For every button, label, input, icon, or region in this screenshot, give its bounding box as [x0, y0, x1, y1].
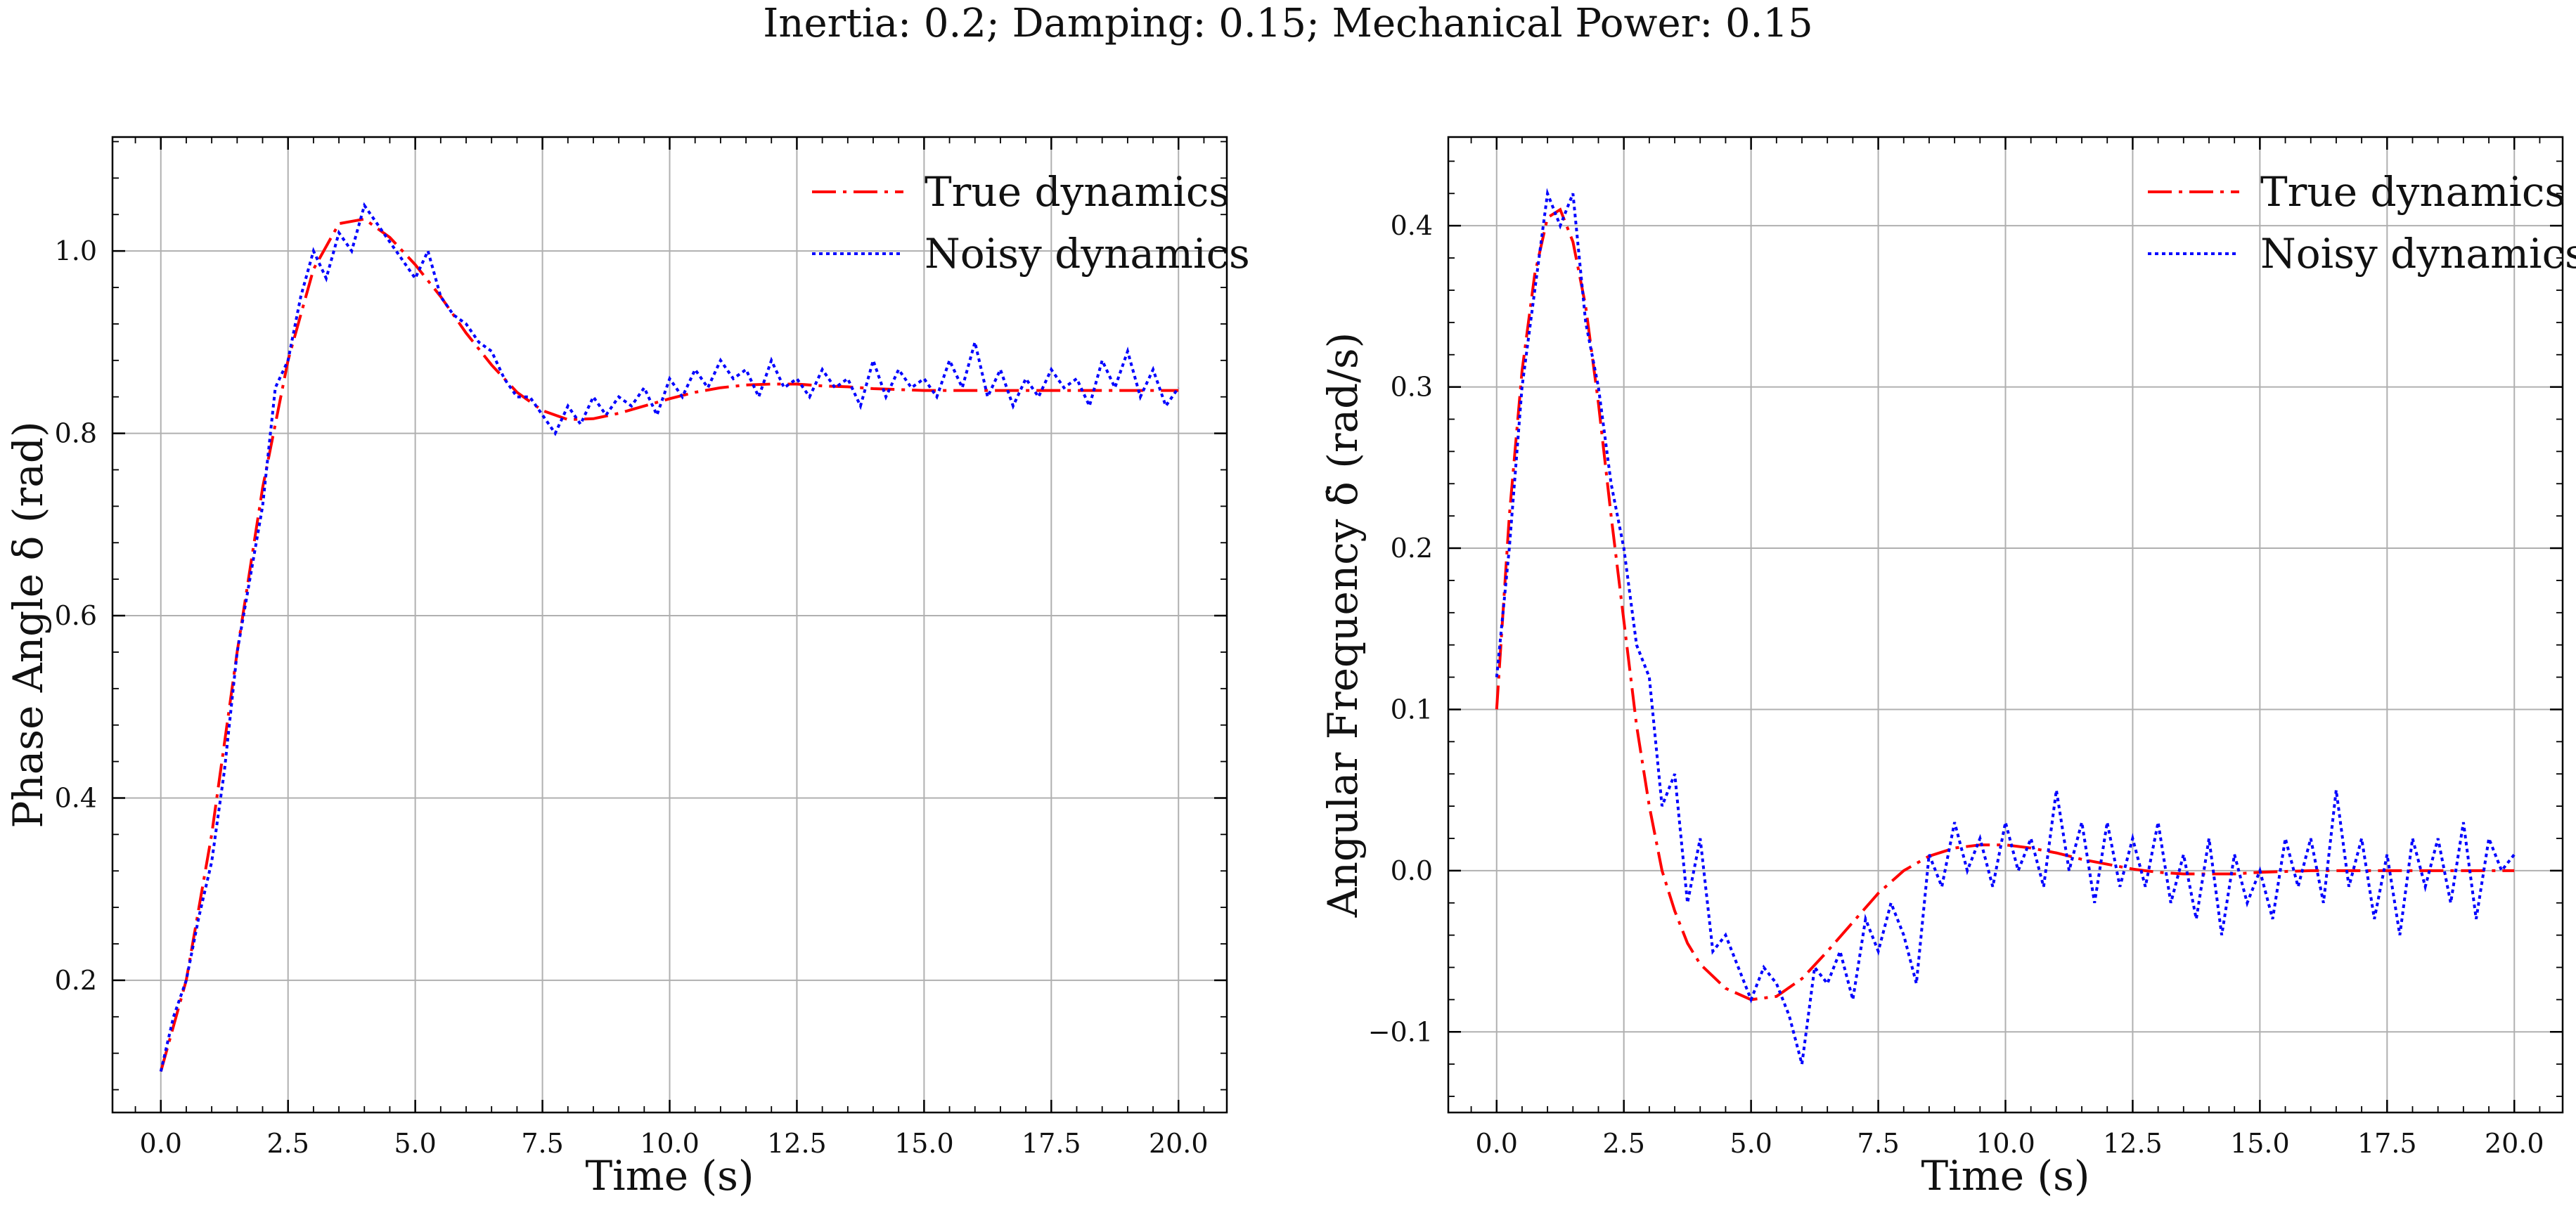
- phase-angle-x-tick-label: 0.0: [140, 1128, 182, 1159]
- angular-frequency-x-tick-label: 12.5: [2103, 1128, 2163, 1159]
- angular-frequency-x-tick-label: 2.5: [1602, 1128, 1644, 1159]
- phase-angle-series: [159, 202, 1180, 1072]
- angular-frequency-x-tick-label: 7.5: [1857, 1128, 1899, 1159]
- phase-angle-x-tick-label: 17.5: [1022, 1128, 1081, 1159]
- angular-frequency-y-axis-label: Angular Frequency δ̇ (rad/s): [1319, 332, 1367, 919]
- angular-frequency-y-tick-label: −0.1: [1368, 1016, 1433, 1047]
- angular-frequency-y-tick-label: 0.0: [1391, 855, 1433, 886]
- phase-angle-legend-label: Noisy dynamics: [925, 230, 1250, 278]
- angular-frequency-legend-label: True dynamics: [2260, 168, 2565, 216]
- phase-angle-x-tick-label: 10.0: [640, 1128, 700, 1159]
- phase-angle-y-axis-label: Phase Angle δ (rad): [4, 421, 52, 828]
- phase-angle-legend: True dynamics Noisy dynamics: [812, 168, 1250, 278]
- phase-angle-y-tick-label: 0.4: [55, 782, 97, 813]
- angular-frequency-legend: True dynamics Noisy dynamics: [2148, 168, 2576, 278]
- angular-frequency-series-noisy-dynamics-line: [1495, 188, 2516, 1065]
- phase-angle-y-tick-label: 1.0: [55, 235, 97, 266]
- phase-angle-panel: 0.0 2.5 5.0 7.5 10.0 12.5 15.0 17.5 20.0 0.2 0.4 0.…: [4, 136, 1250, 1200]
- phase-angle-x-tick-label: 2.5: [266, 1128, 309, 1159]
- phase-angle-x-tick-label: 20.0: [1149, 1128, 1209, 1159]
- angular-frequency-x-tick-label: 17.5: [2357, 1128, 2417, 1159]
- phase-angle-x-tick-label: 7.5: [521, 1128, 563, 1159]
- angular-frequency-x-tick-label: 5.0: [1730, 1128, 1772, 1159]
- phase-angle-x-axis-label: Time (s): [585, 1152, 754, 1200]
- phase-angle-legend-label: True dynamics: [925, 168, 1230, 216]
- angular-frequency-y-tick-label: 0.4: [1391, 210, 1433, 241]
- angular-frequency-y-tick-label: 0.3: [1391, 372, 1433, 403]
- angular-frequency-gridlines: [1448, 137, 2563, 1113]
- angular-frequency-x-tick-label: 20.0: [2485, 1128, 2544, 1159]
- angular-frequency-y-tick-label: 0.1: [1391, 694, 1433, 725]
- phase-angle-x-tick-label: 5.0: [394, 1128, 436, 1159]
- phase-angle-y-tick-label: 0.8: [55, 418, 97, 449]
- angular-frequency-y-tick-label: 0.2: [1391, 533, 1433, 564]
- angular-frequency-series: [1495, 188, 2516, 1065]
- angular-frequency-x-tick-label: 15.0: [2230, 1128, 2290, 1159]
- phase-angle-ticks: 0.0 2.5 5.0 7.5 10.0 12.5 15.0 17.5 20.0 0.2 0.4 0.…: [55, 137, 1227, 1159]
- phase-angle-y-tick-label: 0.2: [55, 965, 97, 996]
- phase-angle-series-noisy-dynamics-line: [159, 202, 1180, 1072]
- angular-frequency-ticks: 0.0 2.5 5.0 7.5 10.0 12.5 15.0 17.5 20.0 −0.1 0.0 0…: [1368, 137, 2563, 1159]
- angular-frequency-legend-label: Noisy dynamics: [2260, 230, 2576, 278]
- phase-angle-y-tick-label: 0.6: [55, 600, 97, 631]
- angular-frequency-x-tick-label: 10.0: [1976, 1128, 2035, 1159]
- phase-angle-x-tick-label: 15.0: [894, 1128, 954, 1159]
- angular-frequency-panel: 0.0 2.5 5.0 7.5 10.0 12.5 15.0 17.5 20.0 −0.1 0.0 0…: [1319, 136, 2576, 1200]
- figure-suptitle: Inertia: 0.2; Damping: 0.15; Mechanical …: [763, 1, 1812, 46]
- angular-frequency-x-tick-label: 0.0: [1476, 1128, 1518, 1159]
- phase-angle-x-tick-label: 12.5: [767, 1128, 827, 1159]
- angular-frequency-x-axis-label: Time (s): [1921, 1152, 2089, 1200]
- phase-angle-gridlines: [112, 137, 1227, 1113]
